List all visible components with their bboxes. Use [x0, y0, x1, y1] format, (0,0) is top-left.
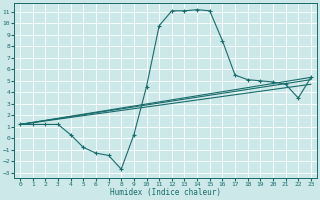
X-axis label: Humidex (Indice chaleur): Humidex (Indice chaleur)	[110, 188, 221, 197]
